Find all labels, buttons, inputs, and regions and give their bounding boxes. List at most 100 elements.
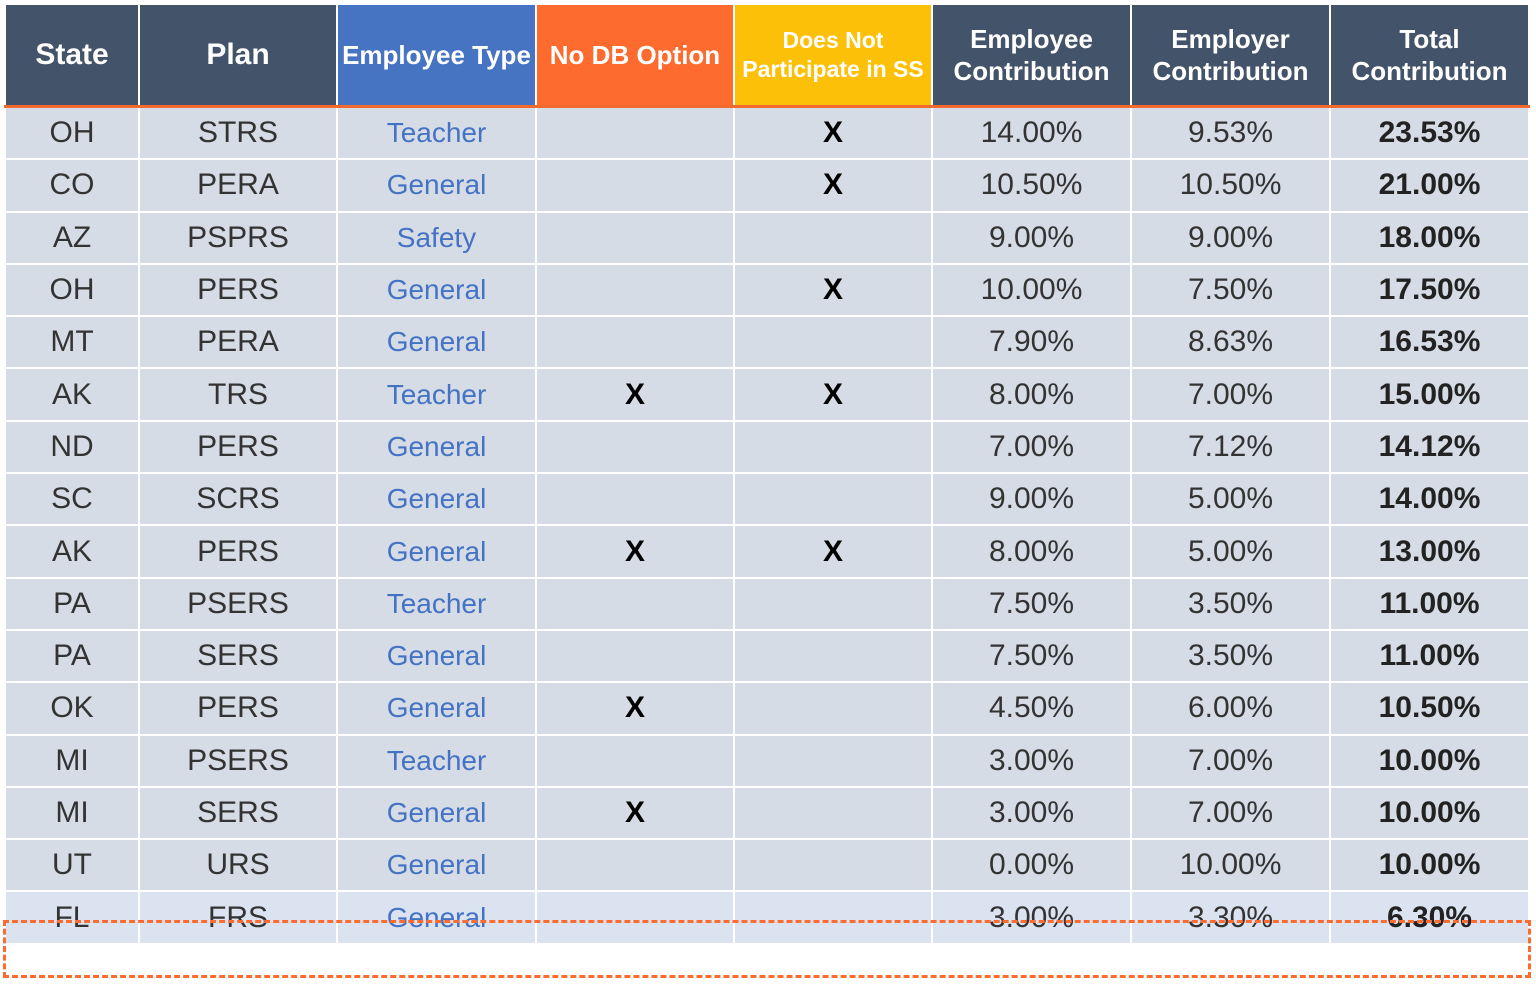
cell-no-db-option (535, 158, 735, 213)
header-employer-contribution: Employer Contribution (1130, 3, 1331, 108)
cell-employee-contribution: 0.00% (931, 838, 1132, 893)
cell-employer-contribution: 9.00% (1130, 210, 1331, 265)
cell-plan: PERA (138, 158, 338, 213)
cell-total-contribution: 11.00% (1329, 576, 1530, 631)
cell-state: PA (4, 628, 140, 684)
cell-employee-contribution: 10.50% (931, 158, 1132, 213)
cell-total-contribution: 13.00% (1329, 524, 1530, 579)
cell-state: OH (4, 262, 140, 318)
header-plan: Plan (138, 3, 338, 108)
cell-no-ss: X (733, 158, 933, 213)
table-row: MI PSERS Teacher 3.00% 7.00% 10.00% (4, 733, 1530, 788)
cell-no-ss (733, 733, 933, 788)
cell-total-contribution: 10.00% (1329, 785, 1530, 841)
cell-employee-contribution: 7.50% (931, 576, 1132, 631)
table-row: SC SCRS General 9.00% 5.00% 14.00% (4, 472, 1530, 527)
cell-total-contribution: 23.53% (1329, 105, 1530, 161)
cell-employee-contribution: 9.00% (931, 472, 1132, 527)
header-employee-contribution: Employee Contribution (931, 3, 1132, 108)
cell-total-contribution: 21.00% (1329, 158, 1530, 213)
cell-employee-type: General (336, 681, 537, 736)
cell-total-contribution: 10.00% (1329, 733, 1530, 788)
cell-plan: URS (138, 838, 338, 893)
cell-no-ss (733, 890, 933, 945)
cell-employer-contribution: 10.50% (1130, 158, 1331, 213)
cell-total-contribution: 14.12% (1329, 419, 1530, 475)
cell-plan: PERS (138, 681, 338, 736)
cell-no-db-option (535, 105, 735, 161)
cell-employer-contribution: 9.53% (1130, 105, 1331, 161)
table-row: ND PERS General 7.00% 7.12% 14.12% (4, 419, 1530, 475)
cell-employee-contribution: 3.00% (931, 785, 1132, 841)
cell-total-contribution: 6.30% (1329, 890, 1530, 945)
cell-employee-type: General (336, 785, 537, 841)
cell-no-db-option: X (535, 681, 735, 736)
table-row: PA SERS General 7.50% 3.50% 11.00% (4, 628, 1530, 684)
cell-no-db-option (535, 262, 735, 318)
cell-no-ss (733, 472, 933, 527)
cell-no-ss: X (733, 262, 933, 318)
cell-plan: PSERS (138, 733, 338, 788)
cell-employee-contribution: 7.90% (931, 315, 1132, 370)
cell-no-ss (733, 681, 933, 736)
cell-employee-contribution: 4.50% (931, 681, 1132, 736)
cell-employee-type: Safety (336, 210, 537, 265)
cell-no-db-option: X (535, 524, 735, 579)
cell-no-ss (733, 210, 933, 265)
cell-employee-contribution: 3.00% (931, 890, 1132, 945)
cell-plan: PERS (138, 262, 338, 318)
cell-plan: STRS (138, 105, 338, 161)
cell-employee-type: Teacher (336, 733, 537, 788)
cell-total-contribution: 18.00% (1329, 210, 1530, 265)
cell-employer-contribution: 5.00% (1130, 524, 1331, 579)
cell-employee-type: General (336, 472, 537, 527)
cell-plan: PSERS (138, 576, 338, 631)
table-row: PA PSERS Teacher 7.50% 3.50% 11.00% (4, 576, 1530, 631)
cell-state: MT (4, 315, 140, 370)
cell-no-db-option (535, 628, 735, 684)
cell-no-ss (733, 576, 933, 631)
header-employee-type: Employee Type (336, 3, 537, 108)
cell-plan: PERS (138, 524, 338, 579)
cell-plan: SERS (138, 628, 338, 684)
cell-employer-contribution: 3.50% (1130, 576, 1331, 631)
cell-employer-contribution: 7.00% (1130, 367, 1331, 422)
cell-state: ND (4, 419, 140, 475)
cell-no-db-option: X (535, 367, 735, 422)
cell-plan: TRS (138, 367, 338, 422)
cell-employee-type: Teacher (336, 105, 537, 161)
cell-state: CO (4, 158, 140, 213)
cell-employer-contribution: 6.00% (1130, 681, 1331, 736)
table-row: MI SERS General X 3.00% 7.00% 10.00% (4, 785, 1530, 841)
cell-employee-type: Teacher (336, 576, 537, 631)
header-total-contribution: Total Contribution (1329, 3, 1530, 108)
cell-no-db-option (535, 733, 735, 788)
cell-state: FL (4, 890, 140, 945)
cell-employee-contribution: 14.00% (931, 105, 1132, 161)
cell-employee-type: General (336, 158, 537, 213)
cell-total-contribution: 16.53% (1329, 315, 1530, 370)
cell-plan: PSPRS (138, 210, 338, 265)
cell-employee-type: General (336, 262, 537, 318)
cell-plan: FRS (138, 890, 338, 945)
cell-total-contribution: 10.00% (1329, 838, 1530, 893)
table-row: CO PERA General X 10.50% 10.50% 21.00% (4, 158, 1530, 213)
cell-total-contribution: 17.50% (1329, 262, 1530, 318)
contribution-table: State Plan Employee Type No DB Option Do… (4, 3, 1530, 945)
cell-employee-type: General (336, 524, 537, 579)
cell-state: UT (4, 838, 140, 893)
cell-no-ss (733, 419, 933, 475)
cell-state: AK (4, 367, 140, 422)
cell-state: SC (4, 472, 140, 527)
cell-no-ss (733, 838, 933, 893)
cell-no-ss (733, 628, 933, 684)
cell-no-db-option (535, 472, 735, 527)
cell-employer-contribution: 3.50% (1130, 628, 1331, 684)
cell-plan: SCRS (138, 472, 338, 527)
cell-employee-type: General (336, 419, 537, 475)
cell-no-ss: X (733, 105, 933, 161)
cell-no-db-option (535, 838, 735, 893)
cell-plan: PERA (138, 315, 338, 370)
table-row: AZ PSPRS Safety 9.00% 9.00% 18.00% (4, 210, 1530, 265)
cell-no-db-option (535, 890, 735, 945)
